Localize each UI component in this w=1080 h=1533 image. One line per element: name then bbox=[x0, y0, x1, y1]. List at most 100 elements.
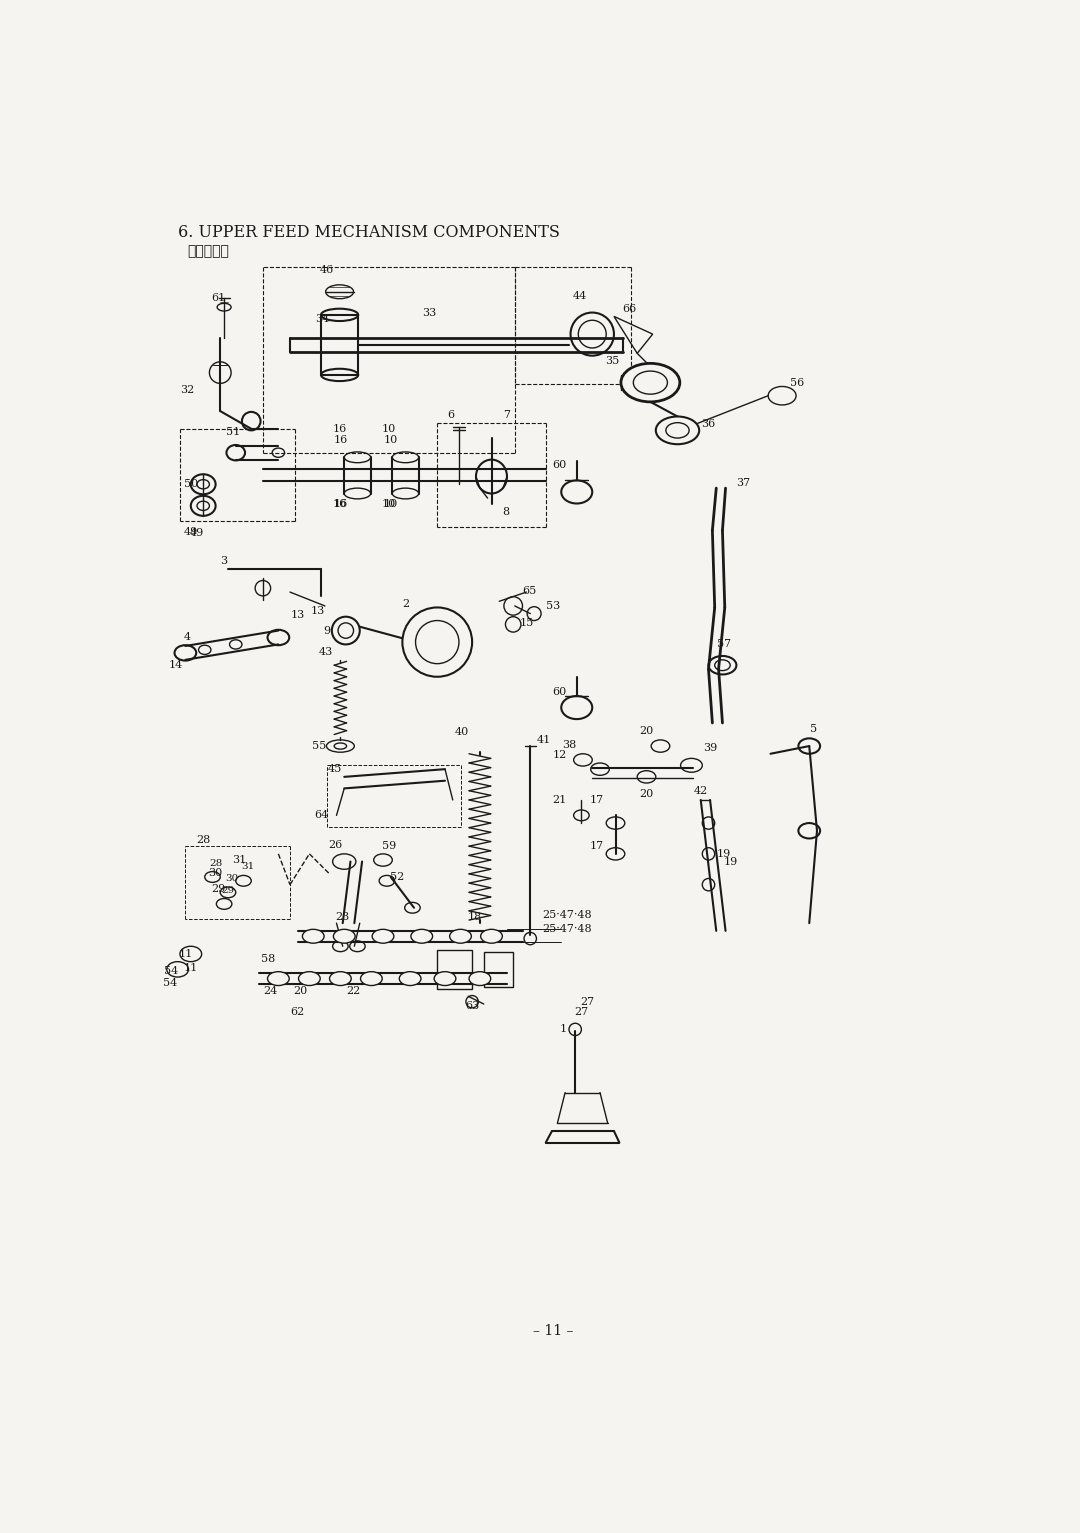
Text: 26: 26 bbox=[328, 840, 342, 849]
Text: 16: 16 bbox=[334, 498, 348, 509]
Text: 52: 52 bbox=[390, 872, 404, 881]
Text: 29: 29 bbox=[212, 883, 226, 894]
Text: 43: 43 bbox=[319, 647, 333, 658]
Text: 31: 31 bbox=[241, 863, 254, 871]
Text: 20: 20 bbox=[639, 789, 653, 799]
Text: 18: 18 bbox=[468, 912, 482, 921]
Text: 34: 34 bbox=[315, 314, 329, 323]
Text: 24: 24 bbox=[264, 986, 278, 996]
Text: 上送り関係: 上送り関係 bbox=[188, 244, 230, 258]
Text: 32: 32 bbox=[180, 385, 194, 396]
Ellipse shape bbox=[298, 972, 321, 986]
Text: 4: 4 bbox=[184, 632, 191, 642]
Text: 56: 56 bbox=[789, 377, 804, 388]
Text: 36: 36 bbox=[701, 419, 716, 429]
Text: 23: 23 bbox=[336, 912, 350, 921]
Ellipse shape bbox=[329, 972, 351, 986]
Text: 25·47·48: 25·47·48 bbox=[542, 911, 592, 920]
Text: 45: 45 bbox=[328, 763, 342, 774]
Ellipse shape bbox=[656, 417, 699, 445]
Text: 25·47·48: 25·47·48 bbox=[542, 924, 592, 934]
Text: 66: 66 bbox=[622, 304, 636, 314]
Text: 10: 10 bbox=[383, 435, 397, 446]
Text: 14: 14 bbox=[168, 661, 183, 670]
Text: 53: 53 bbox=[546, 601, 561, 612]
Text: 39: 39 bbox=[703, 742, 717, 753]
Text: 5: 5 bbox=[810, 724, 816, 734]
Bar bbox=[484, 952, 513, 987]
Text: 37: 37 bbox=[737, 478, 751, 487]
Text: 54: 54 bbox=[163, 978, 177, 989]
Text: 6: 6 bbox=[447, 409, 454, 420]
Bar bbox=[437, 950, 472, 989]
Text: 62: 62 bbox=[291, 1007, 305, 1016]
Text: 12: 12 bbox=[553, 750, 567, 760]
Ellipse shape bbox=[469, 972, 490, 986]
Bar bbox=[180, 429, 295, 521]
Text: 40: 40 bbox=[455, 727, 469, 737]
Ellipse shape bbox=[481, 929, 502, 943]
Text: 19: 19 bbox=[724, 857, 739, 866]
Text: 10: 10 bbox=[383, 498, 397, 509]
Text: 30: 30 bbox=[226, 874, 239, 883]
Text: 41: 41 bbox=[537, 734, 551, 745]
Ellipse shape bbox=[449, 929, 471, 943]
Ellipse shape bbox=[361, 972, 382, 986]
Text: 60: 60 bbox=[553, 460, 567, 471]
Text: 11: 11 bbox=[184, 963, 198, 973]
Text: 49: 49 bbox=[190, 527, 204, 538]
Text: 49: 49 bbox=[184, 527, 198, 537]
Text: 46: 46 bbox=[320, 265, 335, 276]
Text: 22: 22 bbox=[347, 986, 361, 996]
Text: 33: 33 bbox=[422, 308, 436, 319]
Text: 13: 13 bbox=[291, 610, 305, 621]
Text: 38: 38 bbox=[562, 739, 576, 750]
Text: 55: 55 bbox=[312, 740, 326, 751]
Ellipse shape bbox=[621, 363, 679, 402]
Text: 51: 51 bbox=[227, 426, 241, 437]
Text: 60: 60 bbox=[553, 687, 567, 698]
Text: 16: 16 bbox=[334, 435, 348, 446]
Text: 64: 64 bbox=[314, 811, 328, 820]
Text: 59: 59 bbox=[382, 842, 396, 851]
Text: 57: 57 bbox=[717, 639, 731, 650]
Text: 7: 7 bbox=[503, 409, 511, 420]
Text: 3: 3 bbox=[220, 556, 227, 566]
Text: – 11 –: – 11 – bbox=[534, 1325, 573, 1338]
Text: 27: 27 bbox=[575, 1007, 589, 1016]
Text: 20: 20 bbox=[639, 725, 653, 736]
Text: 28: 28 bbox=[197, 835, 211, 845]
Text: 61: 61 bbox=[212, 293, 226, 304]
Text: 17: 17 bbox=[590, 796, 604, 805]
Text: 44: 44 bbox=[572, 291, 586, 300]
Text: 9: 9 bbox=[324, 625, 330, 636]
Ellipse shape bbox=[302, 929, 324, 943]
Text: 29: 29 bbox=[221, 886, 234, 895]
Text: 17: 17 bbox=[590, 842, 604, 851]
Ellipse shape bbox=[373, 929, 394, 943]
Text: 28: 28 bbox=[210, 858, 222, 868]
Ellipse shape bbox=[334, 929, 355, 943]
Text: 54: 54 bbox=[163, 966, 178, 977]
Text: 42: 42 bbox=[693, 786, 707, 796]
Ellipse shape bbox=[400, 972, 421, 986]
Text: 21: 21 bbox=[553, 796, 567, 805]
Text: 58: 58 bbox=[261, 954, 275, 964]
Ellipse shape bbox=[410, 929, 433, 943]
Text: 2: 2 bbox=[403, 598, 409, 609]
Text: 63: 63 bbox=[465, 1001, 480, 1012]
Text: 8: 8 bbox=[502, 507, 509, 517]
Text: 16: 16 bbox=[333, 423, 347, 434]
Text: 65: 65 bbox=[523, 586, 537, 595]
Text: 11: 11 bbox=[179, 949, 193, 960]
Text: 27: 27 bbox=[581, 996, 595, 1007]
Text: 31: 31 bbox=[232, 855, 246, 865]
Text: 13: 13 bbox=[311, 607, 325, 616]
Text: 1: 1 bbox=[559, 1024, 566, 1035]
Ellipse shape bbox=[268, 972, 289, 986]
Ellipse shape bbox=[434, 972, 456, 986]
Text: 35: 35 bbox=[605, 356, 620, 366]
Text: 20: 20 bbox=[294, 986, 308, 996]
Text: 19: 19 bbox=[717, 849, 731, 858]
Text: 16: 16 bbox=[333, 498, 347, 509]
